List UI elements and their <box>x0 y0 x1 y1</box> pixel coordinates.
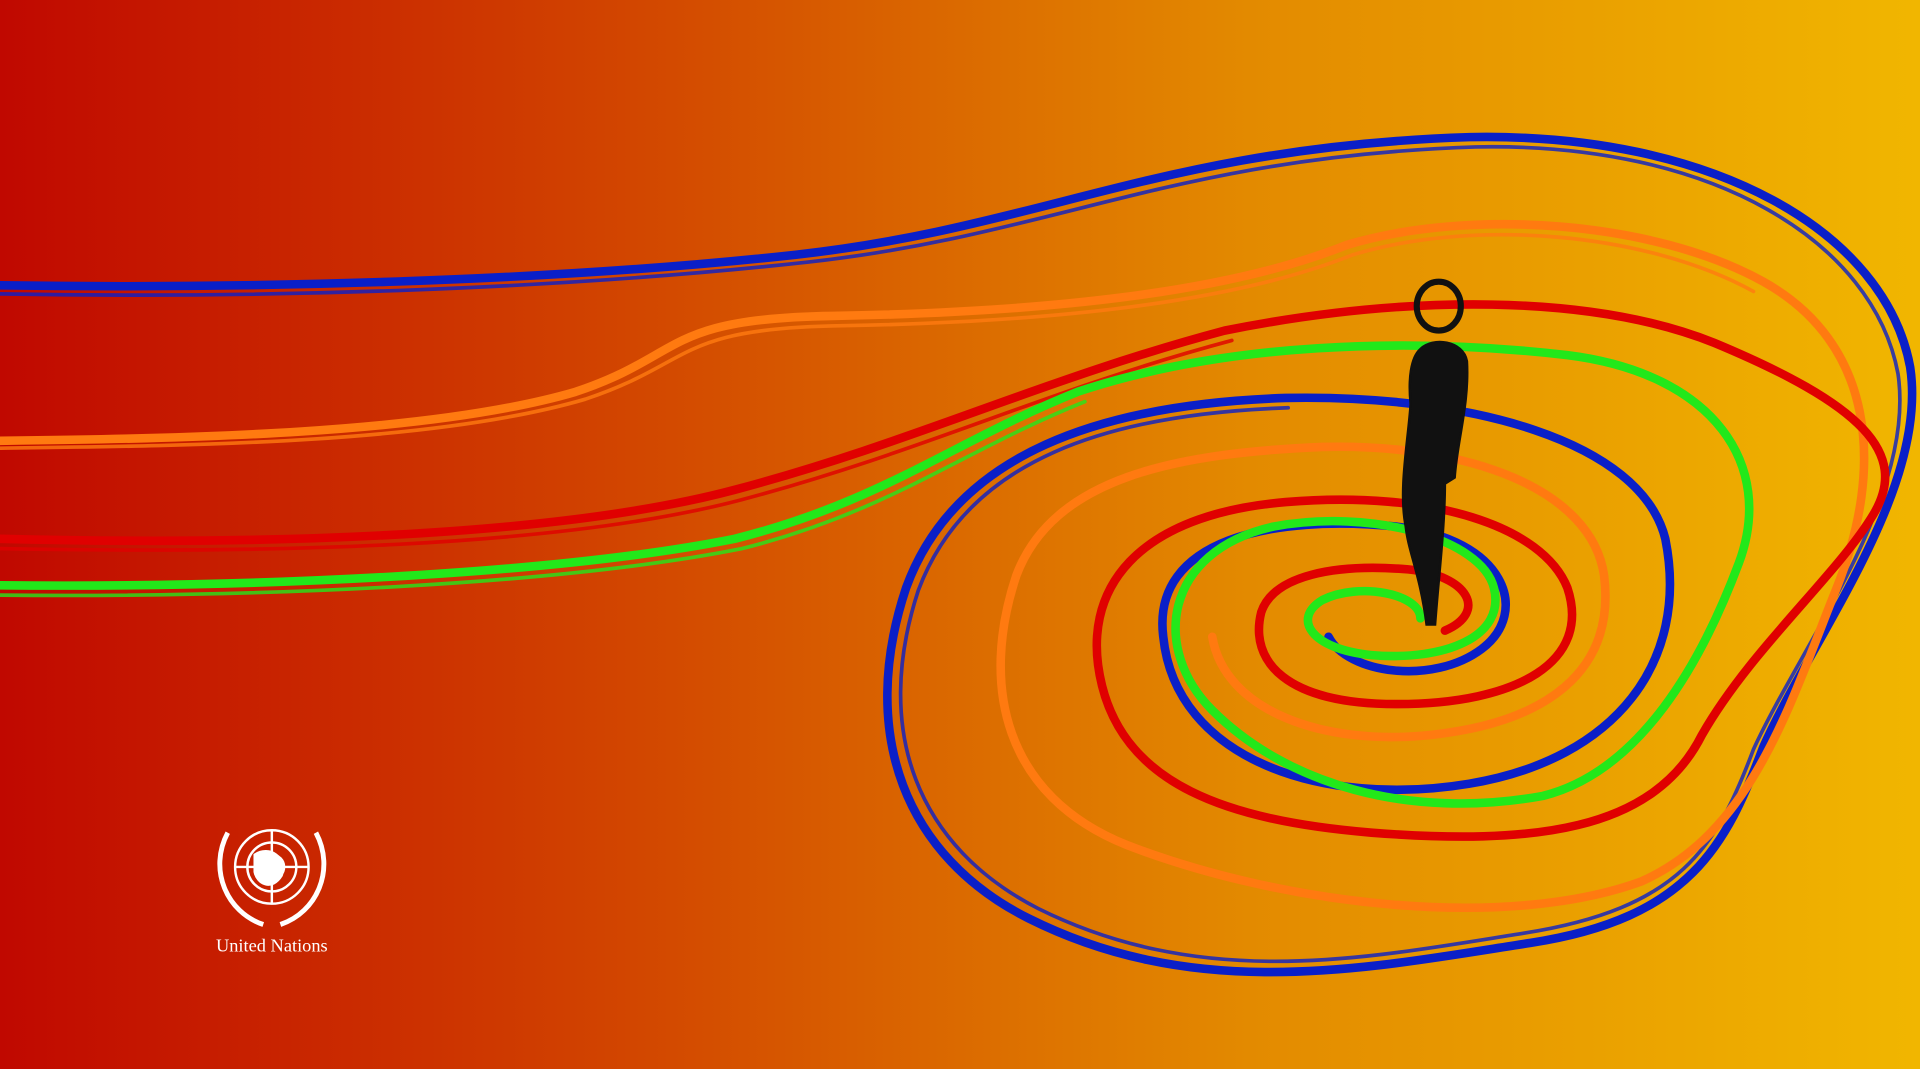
red-swirl <box>0 300 1890 841</box>
logo-label: United Nations <box>216 935 328 955</box>
figure <box>1401 278 1469 626</box>
swirls <box>0 132 1917 977</box>
green-swirl <box>0 341 1754 808</box>
orange-swirl <box>0 219 1869 912</box>
un-emblem <box>217 828 327 927</box>
